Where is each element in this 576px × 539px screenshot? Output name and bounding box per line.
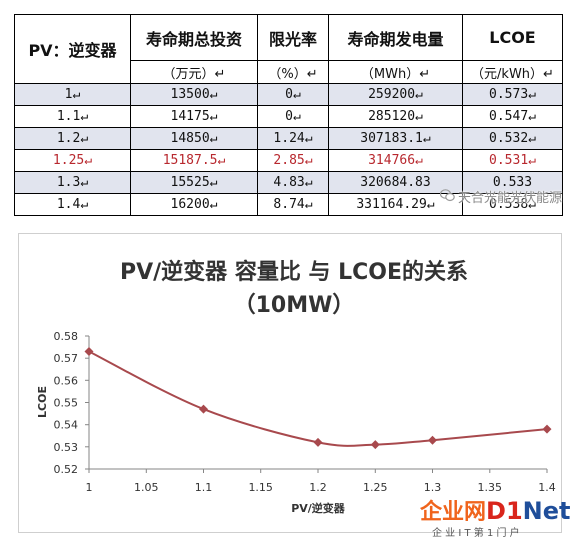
chart-title: PV/逆变器 容量比 与 LCOE的关系 bbox=[120, 259, 468, 285]
cell-ratio: 1.3↵ bbox=[14, 171, 131, 194]
cell-curtailment-rate: 4.83↵ bbox=[257, 171, 329, 194]
x-tick-label: 1.2 bbox=[309, 481, 327, 494]
header-pv-inverter-ratio: PV：逆变器 bbox=[14, 14, 131, 84]
cell-lcoe: 0.547↵ bbox=[462, 105, 563, 128]
wechat-icon bbox=[439, 187, 455, 206]
wechat-account-name: 天合光能光伏能源 bbox=[458, 191, 563, 206]
x-axis-label: PV/逆变器 bbox=[291, 501, 346, 515]
table-row: 1.25↵ 15187.5↵ 2.85↵ 314766↵ 0.531↵ bbox=[14, 149, 563, 172]
table-row: 1.2↵ 14850↵ 1.24↵ 307183.1↵ 0.532↵ bbox=[14, 127, 563, 150]
cell-curtailment-rate: 1.24↵ bbox=[257, 127, 329, 150]
cell-curtailment-rate: 0↵ bbox=[257, 105, 329, 128]
x-tick-label: 1.4 bbox=[538, 481, 556, 494]
x-tick-label: 1.25 bbox=[363, 481, 388, 494]
table-row: 1↵ 13500↵ 0↵ 259200↵ 0.573↵ bbox=[14, 83, 563, 106]
cell-total-investment: 15525↵ bbox=[130, 171, 258, 194]
plot-area: 0.52 0.53 0.54 0.55 0.56 0.57 0.58 1 1.05 1.1 1.15… bbox=[54, 330, 556, 494]
logo-brand-1: 1 bbox=[505, 497, 523, 525]
unit-curtailment-rate: （%）↵ bbox=[257, 60, 329, 84]
y-tick-label: 0.58 bbox=[54, 330, 79, 343]
table-unit-row: （万元）↵ （%）↵ （MWh）↵ （元/kWh）↵ bbox=[15, 60, 563, 84]
x-tick-label: 1.15 bbox=[248, 481, 273, 494]
data-point bbox=[199, 404, 208, 414]
cell-lcoe: 0.532↵ bbox=[462, 127, 563, 150]
logo-brand-d: D bbox=[486, 497, 506, 525]
header-lcoe: LCOE bbox=[462, 14, 563, 61]
cell-lifetime-generation: 320684.83 bbox=[328, 171, 463, 194]
cell-total-investment: 15187.5↵ bbox=[130, 149, 258, 172]
logo-tagline: 企 业 I T 第 1 门 户 bbox=[432, 528, 520, 539]
cell-ratio: 1.25↵ bbox=[14, 149, 131, 172]
header-lifetime-generation: 寿命期发电量 bbox=[328, 14, 463, 61]
table-header-row: PV：逆变器 寿命期总投资 限光率 寿命期发电量 LCOE bbox=[14, 14, 563, 84]
logo-name: 企业网 bbox=[420, 500, 487, 525]
cell-lcoe: 0.573↵ bbox=[462, 83, 563, 106]
cell-ratio: 1.1↵ bbox=[14, 105, 131, 128]
x-tick-label: 1.35 bbox=[478, 481, 503, 494]
cell-lcoe: 0.533 bbox=[462, 171, 563, 194]
unit-lcoe: （元/kWh）↵ bbox=[462, 60, 563, 84]
cell-curtailment-rate: 8.74↵ bbox=[257, 193, 329, 216]
y-tick-label: 0.52 bbox=[54, 463, 79, 476]
series-line bbox=[88, 350, 548, 447]
y-axis-label: LCOE bbox=[36, 386, 49, 418]
cell-lifetime-generation: 314766↵ bbox=[328, 149, 463, 172]
cell-lcoe: 0.538↵ bbox=[462, 193, 563, 216]
y-tick-label: 0.54 bbox=[54, 419, 79, 432]
table-body: 1↵ 13500↵ 0↵ 259200↵ 0.573↵ 1.1↵ 14175↵ 0↵ 28512… bbox=[14, 83, 563, 216]
header-curtailment-rate: 限光率 bbox=[257, 14, 329, 61]
table-row: 1.1↵ 14175↵ 0↵ 285120↵ 0.547↵ bbox=[14, 105, 563, 128]
y-tick-label: 0.55 bbox=[54, 397, 79, 410]
cell-lifetime-generation: 285120↵ bbox=[328, 105, 463, 128]
cell-ratio: 1↵ bbox=[14, 83, 131, 106]
y-tick-label: 0.57 bbox=[54, 352, 79, 365]
data-point bbox=[370, 440, 380, 450]
cell-total-investment: 14175↵ bbox=[130, 105, 258, 128]
site-logo-watermark: 企业网D1Net bbox=[420, 494, 570, 526]
table-row: 1.4↵ 16200↵ 8.74↵ 331164.29↵ 0.538↵ bbox=[14, 193, 563, 216]
cell-total-investment: 16200↵ bbox=[130, 193, 258, 216]
cell-total-investment: 13500↵ bbox=[130, 83, 258, 106]
x-tick-label: 1.05 bbox=[134, 481, 159, 494]
cell-curtailment-rate: 2.85↵ bbox=[257, 149, 329, 172]
y-tick-label: 0.56 bbox=[54, 374, 79, 387]
cell-lifetime-generation: 331164.29↵ bbox=[328, 193, 463, 216]
data-point bbox=[313, 437, 323, 447]
cell-lifetime-generation: 307183.1↵ bbox=[328, 127, 463, 150]
data-point bbox=[428, 435, 437, 445]
logo-brand-net: Net bbox=[522, 497, 571, 525]
wechat-watermark: 天合光能光伏能源 bbox=[439, 187, 563, 206]
data-point bbox=[542, 424, 552, 434]
lcoe-comparison-table: PV：逆变器 寿命期总投资 限光率 寿命期发电量 LCOE （万元）↵ （%）↵… bbox=[14, 14, 563, 216]
cell-total-investment: 14850↵ bbox=[130, 127, 258, 150]
cell-curtailment-rate: 0↵ bbox=[257, 83, 329, 106]
x-tick-label: 1.1 bbox=[195, 481, 213, 494]
cell-lifetime-generation: 259200↵ bbox=[328, 83, 463, 106]
y-tick-label: 0.53 bbox=[54, 441, 79, 454]
cell-ratio: 1.2↵ bbox=[14, 127, 131, 150]
data-point bbox=[84, 347, 94, 356]
chart-subtitle: （10MW） bbox=[234, 293, 355, 318]
chart-frame bbox=[18, 233, 562, 533]
x-tick-label: 1 bbox=[86, 481, 93, 494]
cell-ratio: 1.4↵ bbox=[14, 193, 131, 216]
unit-lifetime-generation: （MWh）↵ bbox=[328, 60, 463, 84]
table-row: 1.3↵ 15525↵ 4.83↵ 320684.83 0.533 bbox=[14, 171, 563, 194]
unit-total-investment: （万元）↵ bbox=[130, 60, 258, 84]
cell-lcoe: 0.531↵ bbox=[462, 149, 563, 172]
header-total-investment: 寿命期总投资 bbox=[130, 14, 258, 61]
x-tick-label: 1.3 bbox=[424, 481, 442, 494]
